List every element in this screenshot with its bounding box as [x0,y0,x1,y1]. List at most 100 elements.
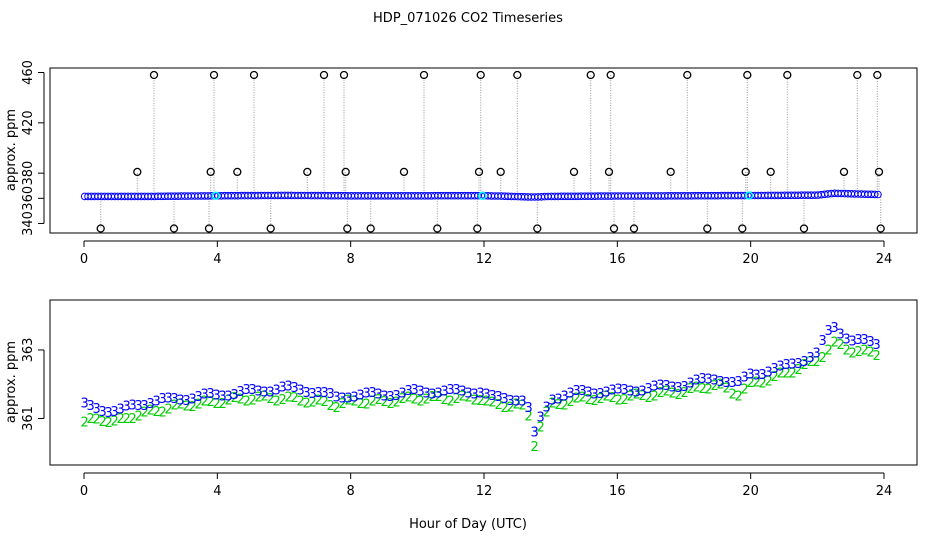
outlier-mid-point [206,167,215,177]
series-2-point: 2 [159,406,167,421]
series-2-point: 2 [111,414,119,429]
series-2-point: 2 [825,343,833,358]
outlier-mid-point [474,167,484,177]
series-3-point: 3 [321,386,329,401]
series-3-point: 3 [639,384,647,399]
series-3-point: 3 [405,384,413,399]
series-2-point: 2 [855,345,863,360]
series-2-point: 2 [129,412,137,427]
series-2-point: 2 [99,415,107,430]
series-2-point: 2 [591,394,599,409]
outlier-mid-point [741,167,750,177]
series-3-point: 3 [585,386,593,401]
series-2-point: 2 [615,394,623,409]
outlier-low-point [533,224,542,233]
series-3-point: 3 [771,362,779,377]
series-2-point: 2 [699,382,707,397]
series-2-point: 2 [693,381,701,396]
series-3-point: 3 [633,385,641,400]
series-3-point: 3 [867,335,875,350]
series-3-point: 3 [519,395,527,410]
series-3-point: 3 [507,394,515,409]
series-3-point: 3 [657,378,665,393]
series-2-point: 2 [237,392,245,407]
series-3-point: 3 [627,385,635,400]
series-3-point: 3 [195,390,203,405]
outlier-high-point [339,70,349,80]
bottom-y-axis: 361 363 [21,338,45,431]
series-2-point: 2 [555,398,563,413]
series-3-point: 3 [189,393,197,408]
series-2-point: 2 [495,398,503,413]
series-2-point: 2 [411,393,419,408]
series-3-point: 3 [495,390,503,405]
series-2-point: 2 [243,394,251,409]
series-2-point: 2 [723,382,731,397]
series-3-point: 3 [177,394,185,409]
series-3-point: 3 [855,333,863,348]
top-y-tick-label: 340 [21,211,36,236]
series-2-point: 2 [717,378,725,393]
series-3-point: 3 [651,379,659,394]
series-3-point: 3 [687,377,695,392]
series-3-point: 3 [597,387,605,402]
series-3-point: 3 [861,333,869,348]
series-3-point: 3 [537,411,545,426]
series-2-point: 2 [135,409,143,424]
series-3-point: 3 [747,368,755,383]
series-3-point: 3 [213,388,221,403]
outlier-high-point [249,70,259,80]
outlier-high-point [319,70,329,80]
series-2-point: 2 [537,421,545,436]
series-2-point: 2 [147,404,155,419]
series-3-point: 3 [513,394,521,409]
series-3-point: 3 [387,390,395,405]
top-x-tick-label: 4 [213,252,221,267]
series-3-point: 3 [135,399,143,414]
series-2-point: 2 [303,397,311,412]
series-3-point: 3 [777,359,785,374]
series-3-point: 3 [105,406,113,421]
series-3-point: 3 [729,376,737,391]
top-y-tick-label: 360 [21,186,36,211]
series-3-point: 3 [483,387,491,402]
series-3-point: 3 [789,358,797,373]
series-2-point: 2 [765,375,773,390]
series-2-point: 2 [471,394,479,409]
bottom-x-tick-label: 8 [347,484,355,499]
series-2-point: 2 [747,376,755,391]
series-3-point: 3 [573,384,581,399]
series-2-point: 2 [513,398,521,413]
series-3-point: 3 [663,379,671,394]
outlier-low-point [433,224,442,233]
series-2-point: 2 [345,394,353,409]
top-x-axis: 0 4 8 12 16 20 24 [80,240,892,267]
series-2-point: 2 [735,390,743,405]
series-3-point: 3 [285,380,293,395]
top-y-tick-label: 420 [21,110,36,135]
series-3-point: 3 [693,374,701,389]
outlier-mid-point [569,167,579,177]
series-3-point: 3 [555,393,563,408]
series-2-point: 2 [153,405,161,420]
series-2-point: 2 [681,386,689,401]
outlier-low-point [609,224,619,233]
series-3-point: 3 [369,386,377,401]
series-2-point: 2 [87,412,95,427]
outlier-high-point [476,70,485,80]
series-2-point: 2 [105,416,113,431]
series-2-point: 2 [687,382,695,397]
series-3-point: 3 [207,387,215,402]
outlier-high-point [873,70,882,80]
series-2-point: 2 [93,412,101,427]
series-3-point: 3 [153,394,161,409]
series-2-point: 2 [849,347,857,362]
series-2-point: 2 [633,388,641,403]
top-y-tick-label: 380 [21,161,36,186]
outlier-low-point [703,224,712,233]
series-2-point: 2 [213,397,221,412]
series-3-point: 3 [699,372,707,387]
series-3-point: 3 [501,392,509,407]
series-2-point: 2 [819,351,827,366]
